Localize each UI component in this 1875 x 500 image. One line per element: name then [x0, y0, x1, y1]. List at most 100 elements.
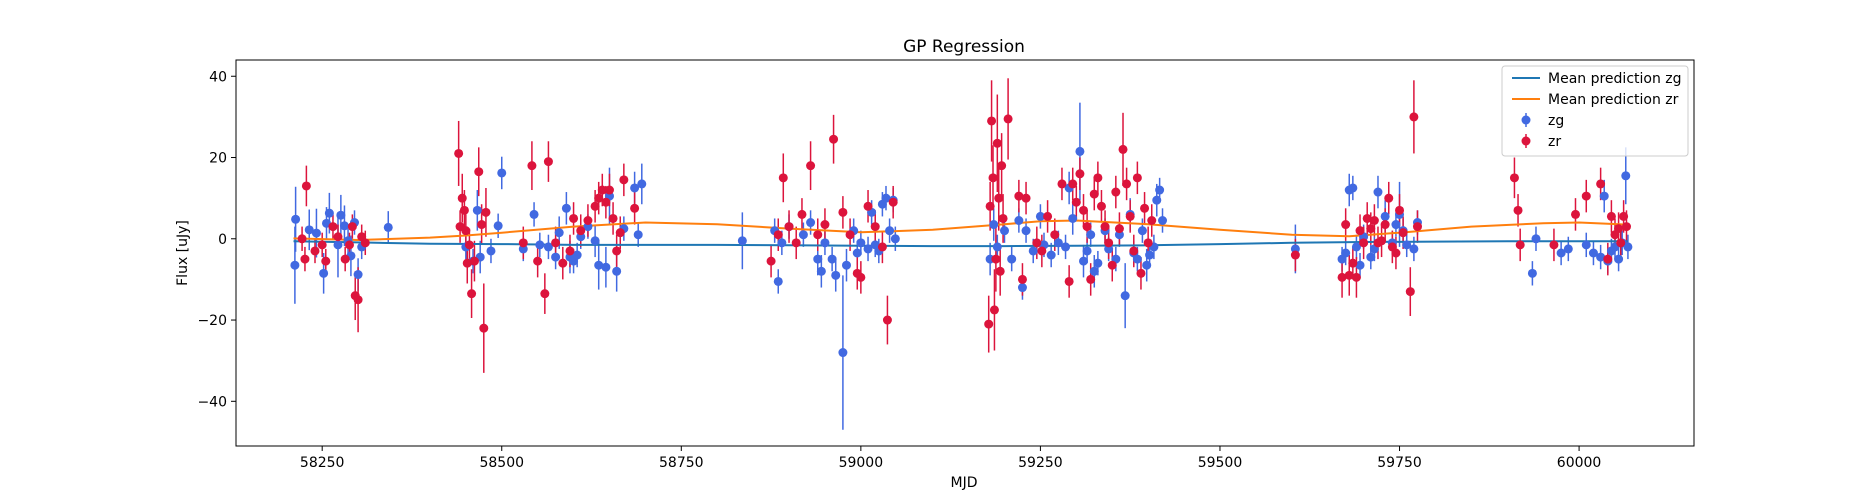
- zr-data-point: [820, 220, 830, 230]
- x-axis-label: MJD: [951, 475, 978, 491]
- y-tick-label: 40: [209, 69, 227, 85]
- zr-data-point: [1621, 222, 1631, 232]
- data-point-layer: [290, 112, 1633, 358]
- zr-data-point: [333, 232, 343, 242]
- zg-data-point: [1614, 254, 1624, 264]
- zr-data-point: [1596, 179, 1606, 189]
- zr-data-point: [1086, 274, 1096, 284]
- zr-data-point: [481, 207, 491, 217]
- zr-data-point: [597, 185, 607, 195]
- zr-data-point: [1089, 189, 1099, 199]
- zg-data-point: [1599, 191, 1609, 201]
- zr-data-point: [1355, 226, 1365, 236]
- legend-marker: [1521, 136, 1531, 146]
- zg-data-point: [831, 270, 841, 280]
- zr-data-point: [1104, 238, 1114, 248]
- zg-data-point: [1028, 246, 1038, 256]
- mean-prediction-line: [293, 219, 1628, 242]
- zr-data-point: [551, 238, 561, 248]
- zr-data-point: [459, 205, 469, 215]
- zr-data-point: [590, 201, 600, 211]
- axes-frame: [235, 59, 1695, 447]
- zg-data-point: [290, 260, 300, 270]
- zr-data-point: [766, 256, 776, 266]
- zg-data-point: [554, 228, 564, 238]
- zg-data-point: [856, 238, 866, 248]
- zr-data-point: [1057, 179, 1067, 189]
- zr-data-point: [985, 201, 995, 211]
- chart-title: GP Regression: [903, 37, 1025, 57]
- zr-data-point: [1079, 205, 1089, 215]
- zr-data-point: [353, 295, 363, 305]
- x-tick-label: 59250: [1018, 455, 1063, 471]
- zr-data-point: [1068, 179, 1078, 189]
- zr-data-point: [888, 197, 898, 207]
- zr-data-point: [594, 193, 604, 203]
- zg-data-point: [777, 238, 787, 248]
- zr-data-point: [1122, 179, 1132, 189]
- zr-data-point: [778, 173, 788, 183]
- zg-data-point: [529, 209, 539, 219]
- zg-data-point: [1155, 185, 1165, 195]
- zg-data-point: [1391, 220, 1401, 230]
- y-axis-ticks: −40 −20 0 20 40: [197, 69, 236, 410]
- zg-data-point: [773, 276, 783, 286]
- zr-data-point: [1064, 276, 1074, 286]
- zg-data-point: [1093, 258, 1103, 268]
- zr-data-point: [1341, 220, 1351, 230]
- zr-data-point: [1362, 213, 1372, 223]
- zg-data-point: [737, 236, 747, 246]
- legend-label-zg-line: Mean prediction zg: [1548, 71, 1682, 87]
- zr-data-point: [1114, 224, 1124, 234]
- zr-data-point: [1369, 215, 1379, 225]
- zr-data-point: [317, 240, 327, 250]
- zg-data-point: [1366, 252, 1376, 262]
- zr-data-point: [1032, 238, 1042, 248]
- zg-data-point: [1402, 240, 1412, 250]
- x-axis-ticks: 58250 58500 58750 59000 59250 59500 59750 60000: [300, 446, 1601, 471]
- x-tick-label: 59750: [1377, 455, 1422, 471]
- zr-data-point: [601, 197, 611, 207]
- zr-data-point: [1581, 191, 1591, 201]
- zg-data-point: [561, 203, 571, 213]
- zr-data-point: [604, 185, 614, 195]
- zr-data-point: [310, 246, 320, 256]
- zg-data-point: [594, 260, 604, 270]
- zg-data-point: [1089, 266, 1099, 276]
- zr-data-point: [1348, 258, 1358, 268]
- x-tick-label: 60000: [1557, 455, 1602, 471]
- zr-data-point: [612, 246, 622, 256]
- zr-data-point: [1147, 215, 1157, 225]
- zg-data-point: [637, 179, 647, 189]
- zr-data-point: [997, 161, 1007, 171]
- zg-data-point: [1621, 171, 1631, 181]
- zg-data-point: [890, 234, 900, 244]
- zg-data-point: [885, 226, 895, 236]
- zr-data-point: [461, 226, 471, 236]
- zg-data-point: [881, 193, 891, 203]
- zr-data-point: [1337, 272, 1347, 282]
- zr-data-point: [1050, 230, 1060, 240]
- zr-data-point: [543, 157, 553, 167]
- zr-data-point: [297, 234, 307, 244]
- zr-data-point: [813, 230, 823, 240]
- zg-data-point: [798, 230, 808, 240]
- zr-data-point: [1021, 193, 1031, 203]
- zr-data-point: [1409, 112, 1419, 122]
- zr-data-point: [845, 230, 855, 240]
- zr-data-point: [856, 272, 866, 282]
- zr-data-point: [995, 266, 1005, 276]
- zg-data-point: [486, 246, 496, 256]
- zr-data-point: [991, 254, 1001, 264]
- zg-data-point: [339, 221, 349, 231]
- y-tick-label: −40: [197, 394, 227, 410]
- zr-data-point: [1100, 222, 1110, 232]
- zg-data-point: [336, 210, 346, 220]
- zr-data-point: [1391, 248, 1401, 258]
- zr-data-point: [1075, 169, 1085, 179]
- zg-data-point: [852, 248, 862, 258]
- zr-data-point: [1003, 114, 1013, 124]
- zg-data-point: [1120, 291, 1130, 301]
- zg-data-point: [1563, 244, 1573, 254]
